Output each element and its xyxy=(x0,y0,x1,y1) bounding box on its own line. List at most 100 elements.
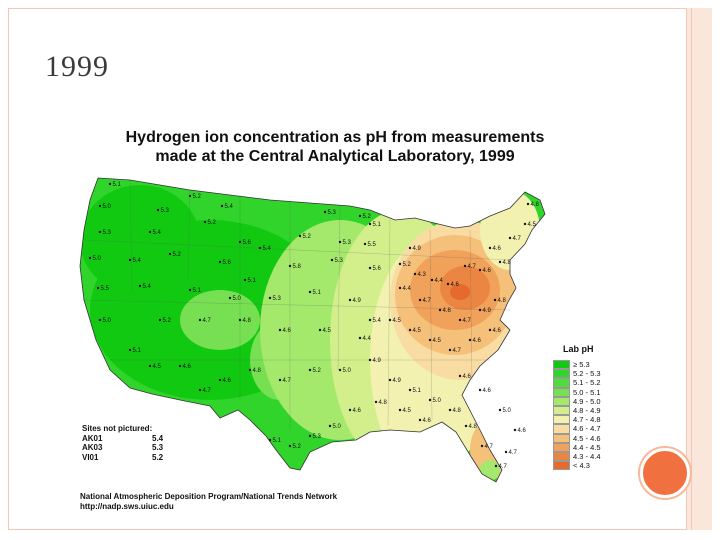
station-dot xyxy=(98,204,102,208)
station-dot xyxy=(188,194,192,198)
legend-row: 4.5 - 4.6 xyxy=(553,433,601,443)
station-ph-label: 5.2 xyxy=(303,234,312,240)
station-dot xyxy=(513,428,517,432)
station-dot xyxy=(308,290,312,294)
credit: National Atmospheric Deposition Program/… xyxy=(80,492,337,512)
station-dot xyxy=(408,246,412,250)
legend-swatch xyxy=(553,387,570,397)
station-dot xyxy=(203,220,207,224)
station-dot xyxy=(108,182,112,186)
station-ph-label: 4.6 xyxy=(451,282,460,288)
station-ph-label: 4.4 xyxy=(435,278,444,284)
station-ph-label: 5.0 xyxy=(233,296,242,302)
station-dot xyxy=(458,374,462,378)
station-dot xyxy=(288,444,292,448)
state-border xyxy=(83,239,511,261)
station-ph-label: 5.0 xyxy=(93,256,102,262)
map-title: Hydrogen ion concentration as pH from me… xyxy=(100,128,570,166)
station-dot xyxy=(504,450,508,454)
station-dot xyxy=(268,438,272,442)
legend: ≥ 5.3 5.2 - 5.3 5.1 - 5.2 5.0 - 5.1 4.9 - 5.… xyxy=(553,360,601,471)
station-ph-label: 5.8 xyxy=(293,264,302,270)
station-dot xyxy=(458,318,462,322)
station-ph-label: 5.0 xyxy=(503,408,512,414)
station-dot xyxy=(88,256,92,260)
station-dot xyxy=(138,284,142,288)
station-dot xyxy=(238,318,242,322)
station-ph-label: 4.8 xyxy=(453,408,462,414)
station-ph-label: 5.2 xyxy=(193,194,202,200)
station-ph-label: 5.0 xyxy=(433,398,442,404)
station-ph-label: 5.2 xyxy=(173,252,182,258)
station-dot xyxy=(494,464,498,468)
station-dot xyxy=(368,222,372,226)
station-ph-label: 5.2 xyxy=(163,318,172,324)
site-id: VI01 xyxy=(82,452,99,462)
site-ph: 5.4 xyxy=(152,433,164,443)
legend-label: ≥ 5.3 xyxy=(573,360,590,370)
station-ph-label: 4.4 xyxy=(363,336,372,342)
legend-row: 5.1 - 5.2 xyxy=(553,378,601,388)
station-ph-label: 4.7 xyxy=(453,348,462,354)
station-dot xyxy=(398,262,402,266)
station-dot xyxy=(508,236,512,240)
contour-south-florida xyxy=(480,460,500,480)
station-ph-label: 4.8 xyxy=(498,298,507,304)
state-border xyxy=(429,229,433,421)
station-dot xyxy=(388,318,392,322)
station-ph-label: 4.7 xyxy=(485,444,494,450)
station-dot xyxy=(238,240,242,244)
legend-swatch xyxy=(553,442,570,452)
station-ph-label: 5.4 xyxy=(153,230,162,236)
station-dot xyxy=(308,434,312,438)
station-dot xyxy=(478,268,482,272)
state-border xyxy=(187,189,191,281)
station-dot xyxy=(418,418,422,422)
slide-side-band xyxy=(686,8,712,530)
station-dot xyxy=(374,400,378,404)
legend-row: < 4.3 xyxy=(553,461,601,471)
station-dot xyxy=(98,318,102,322)
station-dot xyxy=(358,336,362,340)
station-ph-label: 5.4 xyxy=(373,318,382,324)
legend-label: 4.7 - 4.8 xyxy=(573,415,601,425)
station-ph-label: 4.7 xyxy=(203,318,212,324)
station-dot xyxy=(498,260,502,264)
legend-row: 4.4 - 4.5 xyxy=(553,442,601,452)
station-dot xyxy=(448,348,452,352)
station-dot xyxy=(243,278,247,282)
station-ph-label: 5.1 xyxy=(248,278,257,284)
station-ph-label: 5.2 xyxy=(293,444,302,450)
legend-swatch xyxy=(553,396,570,406)
station-dot xyxy=(98,230,102,234)
state-border xyxy=(81,299,511,311)
site-id: AK03 xyxy=(82,443,103,452)
state-borders xyxy=(81,179,511,430)
decorative-circle xyxy=(640,448,690,498)
legend-row: 5.2 - 5.3 xyxy=(553,369,601,379)
station-ph-label: 5.5 xyxy=(368,242,377,248)
station-dot xyxy=(413,272,417,276)
station-ph-label: 5.4 xyxy=(225,204,234,210)
station-ph-label: 4.7 xyxy=(509,450,518,456)
station-dot xyxy=(438,308,442,312)
station-ph-label: 5.3 xyxy=(328,210,337,216)
legend-row: 4.8 - 4.9 xyxy=(553,405,601,416)
site-row: AK01 5.4 xyxy=(82,434,163,444)
station-ph-label: 4.5 xyxy=(153,364,162,370)
station-dot xyxy=(148,230,152,234)
station-ph-label: 4.5 xyxy=(393,318,402,324)
station-dot xyxy=(523,222,527,226)
station-ph-label: 4.3 xyxy=(418,272,427,278)
station-dot xyxy=(428,398,432,402)
station-dot xyxy=(96,286,100,290)
legend-label: 5.1 - 5.2 xyxy=(573,378,601,388)
station-dot xyxy=(220,204,224,208)
station-dot xyxy=(308,368,312,372)
site-ph: 5.3 xyxy=(152,443,164,452)
station-dot xyxy=(323,210,327,214)
station-dot xyxy=(408,388,412,392)
station-ph-label: 5.0 xyxy=(343,368,352,374)
state-border xyxy=(337,204,341,371)
station-ph-label: 4.7 xyxy=(463,318,472,324)
